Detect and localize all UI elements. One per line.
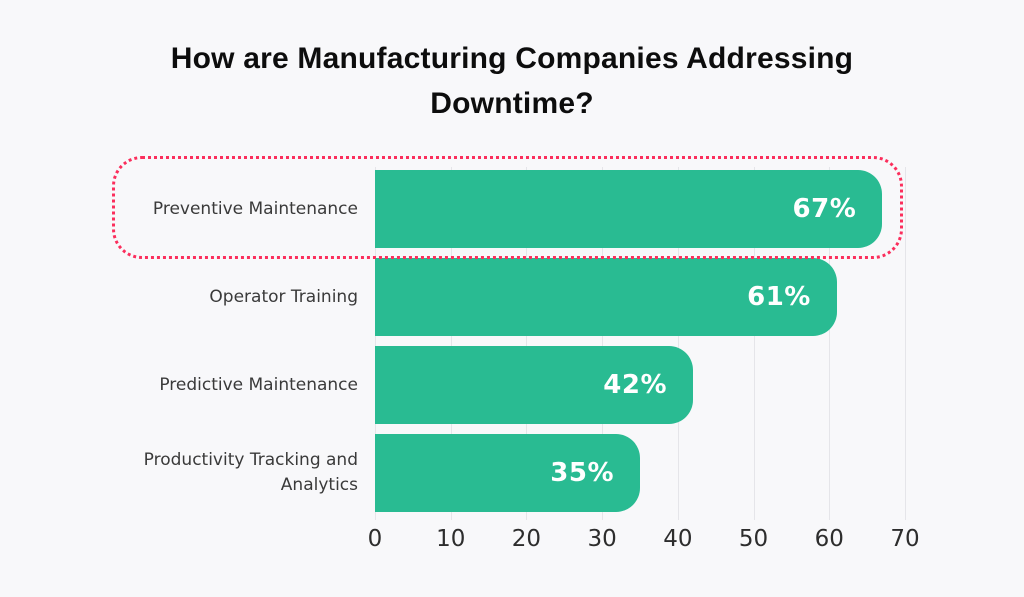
gridline (905, 167, 906, 520)
gridline (677, 167, 679, 520)
gridline (753, 167, 755, 520)
bar: 42% (375, 346, 693, 424)
x-tick-label: 30 (587, 526, 617, 552)
bar-value-label: 61% (747, 282, 811, 312)
x-tick-label: 20 (511, 526, 542, 552)
x-tick-label: 50 (738, 526, 769, 552)
x-tick-label: 40 (663, 526, 693, 552)
gridline (375, 167, 376, 520)
gridline (450, 167, 452, 520)
bar-value-label: 67% (792, 194, 857, 224)
bar: 61% (375, 258, 837, 336)
gridline (829, 167, 831, 520)
bar: 35% (375, 434, 640, 512)
chart-title: How are Manufacturing Companies Addressi… (170, 42, 854, 120)
x-tick-label: 0 (367, 526, 383, 552)
category-label: Predictive Maintenance (159, 374, 358, 395)
bar-value-label: 42% (603, 370, 667, 400)
bar-value-label: 35% (550, 458, 614, 488)
x-tick-label: 60 (814, 526, 844, 552)
bar: 67% (375, 170, 883, 248)
gridline (602, 167, 604, 520)
category-label: Preventive Maintenance (152, 198, 358, 219)
category-label: Operator Training (209, 286, 358, 307)
category-label: Productivity Tracking and Analytics (143, 450, 358, 495)
x-tick-label: 10 (436, 526, 466, 552)
x-tick-label: 70 (890, 526, 920, 552)
gridline (526, 167, 528, 520)
